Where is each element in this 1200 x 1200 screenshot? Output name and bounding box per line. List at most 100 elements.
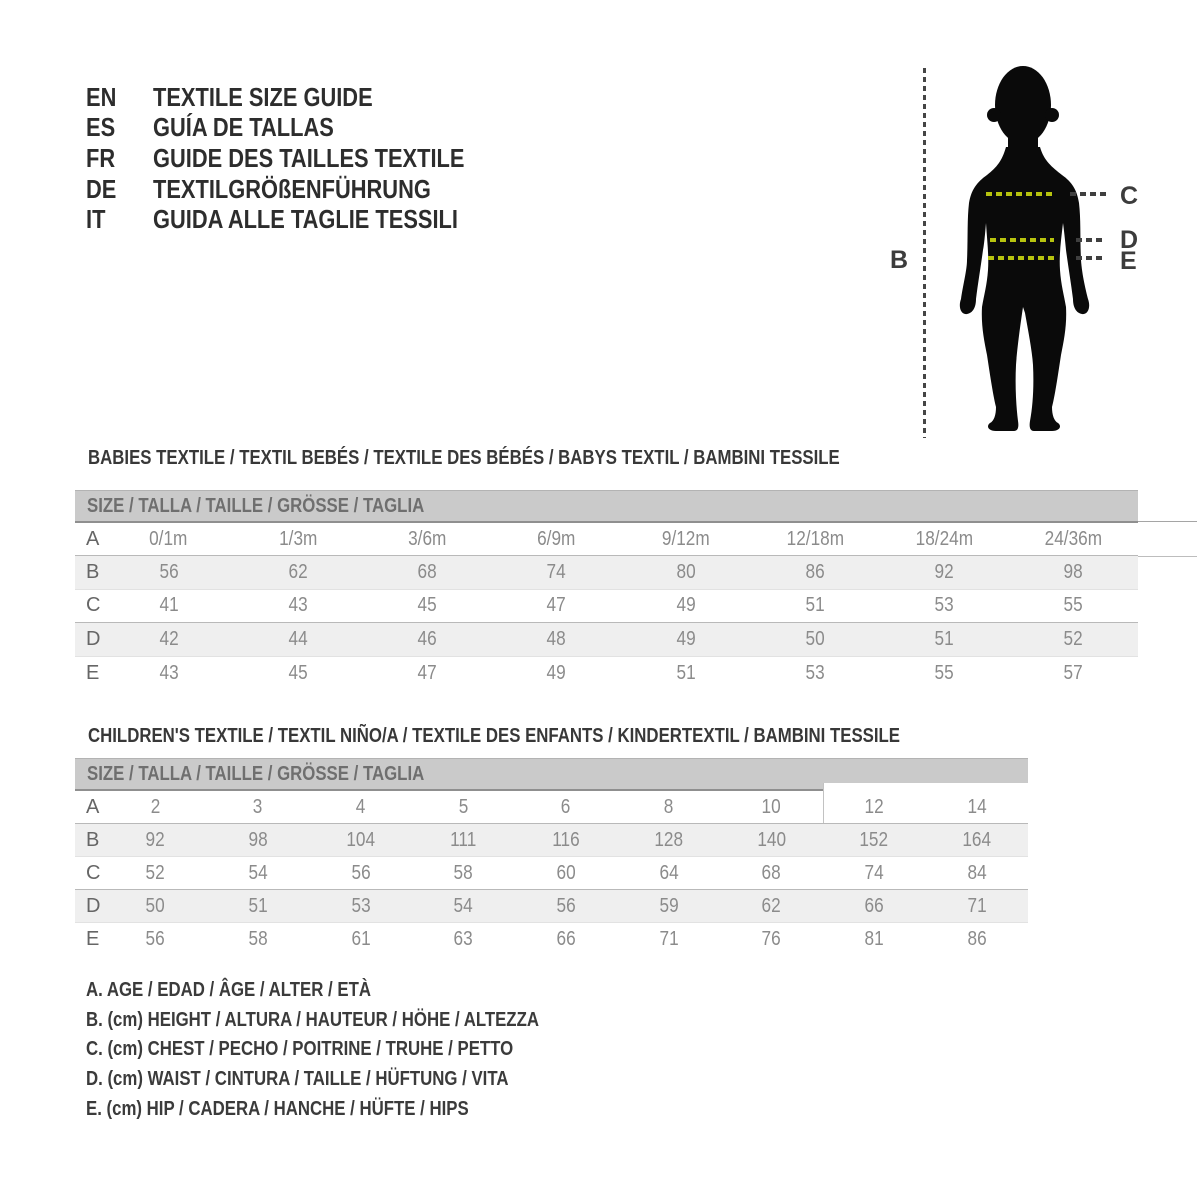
table-cell: 76 — [761, 928, 781, 950]
row-label: C — [86, 594, 101, 617]
table-cell: 6/9m — [537, 527, 576, 550]
table-cell: 52 — [1063, 627, 1083, 650]
legend-line: C. (cm) CHEST / PECHO / POITRINE / TRUHE… — [86, 1038, 514, 1061]
table-row: E 43 45 47 49 51 53 55 57 — [75, 657, 1138, 690]
table-cell: 45 — [288, 661, 308, 684]
table-cell: 111 — [450, 828, 477, 851]
table-cell: 152 — [859, 828, 889, 851]
row-label: C — [86, 861, 101, 884]
language-title: GUÍA DE TALLAS — [153, 112, 334, 143]
measurement-legend: A. AGE / EDAD / ÂGE / ALTER / ETÀ B. (cm)… — [86, 976, 625, 1124]
table-cell: 53 — [805, 661, 825, 684]
table-cell: 24/36m — [1044, 527, 1103, 550]
language-row: IT GUIDA ALLE TAGLIE TESSILI — [86, 204, 524, 235]
table-cell: 50 — [805, 627, 825, 650]
table-cell: 98 — [1063, 561, 1083, 584]
table-cell: 2 — [150, 795, 161, 818]
hip-pointer-line — [1076, 256, 1106, 260]
table-cell: 86 — [805, 561, 825, 584]
chest-label-c: C — [1120, 182, 1139, 210]
size-table-header: SIZE / TALLA / TAILLE / GRÖSSE / TAGLIA — [75, 490, 1138, 523]
language-row: EN TEXTILE SIZE GUIDE — [86, 82, 524, 113]
row-label: A — [86, 795, 100, 818]
table-cell: 51 — [676, 661, 696, 684]
row-label: B — [86, 561, 100, 584]
table-cell: 47 — [546, 594, 566, 617]
table-cell: 86 — [967, 928, 987, 950]
table-cell: 41 — [159, 594, 179, 617]
language-row: DE TEXTILGRÖßENFÜHRUNG — [86, 174, 524, 205]
row-label: D — [86, 627, 101, 650]
legend-line: A. AGE / EDAD / ÂGE / ALTER / ETÀ — [86, 979, 371, 1002]
table-cell: 128 — [654, 828, 684, 851]
hip-measure-line — [988, 256, 1056, 260]
table-cell: 80 — [676, 561, 696, 584]
table-cell: 1/3m — [278, 527, 317, 550]
table-cell: 104 — [346, 828, 376, 851]
table-cell: 81 — [864, 928, 884, 950]
babies-size-table: SIZE / TALLA / TAILLE / GRÖSSE / TAGLIA A… — [75, 490, 1197, 690]
chest-measure-line — [986, 192, 1052, 196]
row-label: B — [86, 828, 100, 851]
table-row: A 0/1m 1/3m 3/6m 6/9m 9/12m 12/18m 18/24m 24/36m — [75, 523, 1138, 557]
table-cell: 4 — [355, 795, 366, 818]
table-cell: 68 — [417, 561, 437, 584]
table-row: B 92 98 104 111 116 128 140 152 164 — [75, 824, 1028, 857]
language-row: FR GUIDE DES TAILLES TEXTILE — [86, 143, 524, 174]
language-code: IT — [86, 204, 106, 235]
table-cell: 71 — [659, 928, 679, 950]
row-label: E — [86, 928, 100, 950]
row-label: A — [86, 527, 100, 550]
table-cell: 54 — [453, 894, 473, 917]
table-cell: 66 — [556, 928, 576, 950]
selected-size-box — [822, 783, 1028, 824]
table-cell: 55 — [934, 661, 954, 684]
table-cell: 59 — [659, 894, 679, 917]
table-row: B 56 62 68 74 80 86 92 98 — [75, 556, 1138, 590]
table-cell: 53 — [934, 594, 954, 617]
table-row: E 56 58 61 63 66 71 76 81 86 — [75, 923, 1028, 956]
table-row: D 42 44 46 48 49 50 51 52 — [75, 623, 1138, 657]
chest-pointer-line — [1070, 192, 1106, 196]
table-cell: 56 — [159, 561, 179, 584]
table-cell: 116 — [552, 828, 580, 851]
language-title: GUIDA ALLE TAGLIE TESSILI — [153, 204, 458, 235]
table-cell: 43 — [159, 661, 179, 684]
waist-label-d: D — [1120, 226, 1139, 254]
table-cell: 56 — [145, 928, 165, 950]
table-cell: 8 — [663, 795, 674, 818]
table-cell: 58 — [248, 928, 268, 950]
table-cell: 3/6m — [408, 527, 447, 550]
table-cell: 63 — [453, 928, 473, 950]
table-cell: 12 — [864, 795, 884, 818]
table-cell: 92 — [145, 828, 165, 851]
language-title: GUIDE DES TAILLES TEXTILE — [153, 142, 465, 173]
legend-line: E. (cm) HIP / CADERA / HANCHE / HÜFTE / … — [86, 1097, 469, 1120]
language-code: FR — [86, 142, 116, 173]
table-cell: 62 — [288, 561, 308, 584]
table-cell: 54 — [248, 861, 268, 884]
table-cell: 51 — [248, 894, 268, 917]
table-cell: 42 — [159, 627, 179, 650]
language-title: TEXTILGRÖßENFÜHRUNG — [153, 173, 431, 204]
height-measure-line-b — [923, 68, 926, 438]
legend-line: B. (cm) HEIGHT / ALTURA / HAUTEUR / HÖHE… — [86, 1008, 539, 1031]
table-cell: 5 — [458, 795, 469, 818]
table-cell: 74 — [864, 861, 884, 884]
height-label-b: B — [890, 246, 909, 274]
child-silhouette — [959, 66, 1090, 431]
table-cell: 9/12m — [661, 527, 710, 550]
waist-pointer-line — [1076, 238, 1106, 242]
table-cell: 48 — [546, 627, 566, 650]
table-cell: 49 — [676, 594, 696, 617]
table-cell: 12/18m — [786, 527, 844, 550]
table-cell: 62 — [761, 894, 781, 917]
table-cell: 57 — [1063, 661, 1083, 684]
table-cell: 44 — [288, 627, 308, 650]
table-cell: 43 — [288, 594, 308, 617]
language-title: TEXTILE SIZE GUIDE — [153, 81, 373, 112]
row-label: D — [86, 894, 101, 917]
language-code: DE — [86, 173, 117, 204]
table-cell: 51 — [805, 594, 825, 617]
table-cell: 64 — [659, 861, 679, 884]
